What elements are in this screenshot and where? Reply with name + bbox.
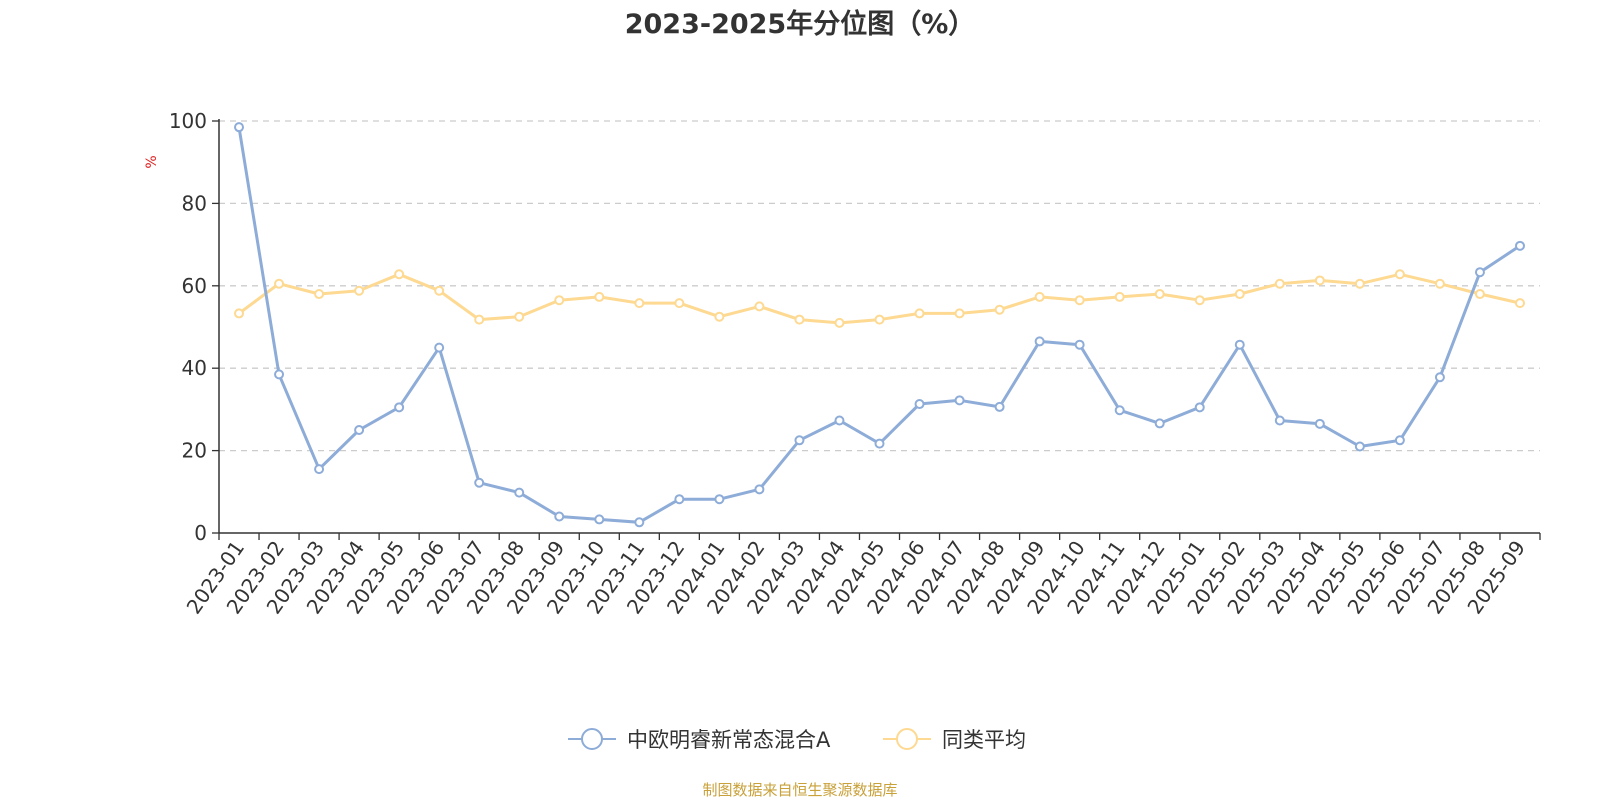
data-point bbox=[954, 308, 965, 319]
data-point bbox=[1034, 336, 1045, 347]
data-point bbox=[1154, 289, 1165, 300]
data-point bbox=[354, 425, 365, 435]
data-point bbox=[1514, 240, 1525, 251]
data-point bbox=[1074, 295, 1085, 306]
data-point bbox=[1354, 278, 1365, 289]
y-tick-label: 0 bbox=[194, 521, 207, 545]
data-point bbox=[1194, 402, 1205, 413]
data-point bbox=[554, 511, 565, 522]
data-point bbox=[1394, 435, 1405, 446]
data-point bbox=[554, 295, 565, 306]
data-point bbox=[1154, 418, 1165, 429]
series-1 bbox=[234, 122, 1525, 528]
data-point bbox=[1394, 269, 1405, 280]
legend: 中欧明睿新常态混合A 同类平均 bbox=[568, 728, 1026, 752]
data-point bbox=[1274, 278, 1285, 289]
data-point bbox=[714, 494, 725, 505]
data-point bbox=[234, 122, 245, 133]
y-axis-unit: % bbox=[144, 155, 160, 168]
data-point bbox=[834, 415, 845, 426]
y-tick-label: 40 bbox=[182, 356, 207, 380]
data-point bbox=[1474, 267, 1485, 278]
data-point bbox=[874, 438, 885, 449]
series-2 bbox=[234, 269, 1525, 328]
data-point bbox=[1074, 339, 1085, 350]
data-point bbox=[714, 311, 725, 322]
data-point bbox=[794, 314, 805, 325]
data-point bbox=[634, 298, 645, 309]
data-point bbox=[914, 308, 925, 319]
data-point bbox=[634, 517, 645, 528]
source-note: 制图数据来自恒生聚源数据库 bbox=[702, 781, 898, 799]
legend-marker bbox=[896, 728, 918, 750]
data-point bbox=[794, 435, 805, 446]
data-point bbox=[1514, 298, 1525, 309]
y-tick-label: 60 bbox=[182, 274, 207, 298]
data-point bbox=[1354, 441, 1365, 452]
data-point bbox=[674, 298, 685, 309]
series-lines bbox=[234, 122, 1525, 528]
data-point bbox=[394, 402, 405, 413]
data-point bbox=[434, 285, 445, 296]
data-point bbox=[1434, 278, 1445, 289]
data-point bbox=[994, 401, 1005, 412]
data-point bbox=[1234, 289, 1245, 300]
data-point bbox=[1114, 405, 1125, 416]
legend-label: 同类平均 bbox=[942, 728, 1026, 752]
y-tick-label: 80 bbox=[182, 191, 207, 215]
data-point bbox=[874, 314, 885, 325]
data-point bbox=[1314, 275, 1325, 286]
data-point bbox=[914, 399, 925, 410]
data-point bbox=[594, 514, 605, 525]
data-point bbox=[1434, 372, 1445, 383]
data-point bbox=[514, 311, 525, 322]
data-point bbox=[994, 304, 1005, 315]
data-point bbox=[834, 317, 845, 328]
data-point bbox=[354, 285, 365, 296]
data-point bbox=[474, 477, 485, 488]
axes: 020406080100%2023-012023-022023-032023-0… bbox=[144, 109, 1541, 618]
legend-label: 中欧明睿新常态混合A bbox=[627, 728, 831, 752]
chart-title: 2023-2025年分位图（%） bbox=[624, 9, 976, 40]
series-line bbox=[237, 125, 1522, 524]
data-point bbox=[594, 291, 605, 302]
data-point bbox=[1314, 418, 1325, 429]
data-point bbox=[274, 278, 285, 289]
data-point bbox=[1474, 289, 1485, 300]
data-point bbox=[1114, 291, 1125, 302]
data-point bbox=[1274, 415, 1285, 426]
data-point bbox=[434, 342, 445, 353]
data-point bbox=[394, 269, 405, 280]
legend-item-2: 同类平均 bbox=[883, 728, 1026, 752]
data-point bbox=[1034, 291, 1045, 302]
data-point bbox=[474, 314, 485, 325]
data-point bbox=[954, 395, 965, 406]
y-tick-label: 20 bbox=[182, 439, 207, 463]
data-point bbox=[314, 289, 325, 300]
data-point bbox=[1234, 339, 1245, 350]
data-point bbox=[514, 487, 525, 498]
data-point bbox=[754, 484, 765, 495]
legend-item-1: 中欧明睿新常态混合A bbox=[568, 728, 831, 752]
data-point bbox=[674, 494, 685, 505]
data-point bbox=[754, 301, 765, 312]
data-point bbox=[1194, 295, 1205, 306]
grid-lines bbox=[219, 120, 1540, 452]
data-point bbox=[274, 369, 285, 380]
data-point bbox=[234, 308, 245, 319]
legend-marker bbox=[581, 728, 603, 750]
y-tick-label: 100 bbox=[169, 109, 207, 133]
data-point bbox=[314, 464, 325, 475]
